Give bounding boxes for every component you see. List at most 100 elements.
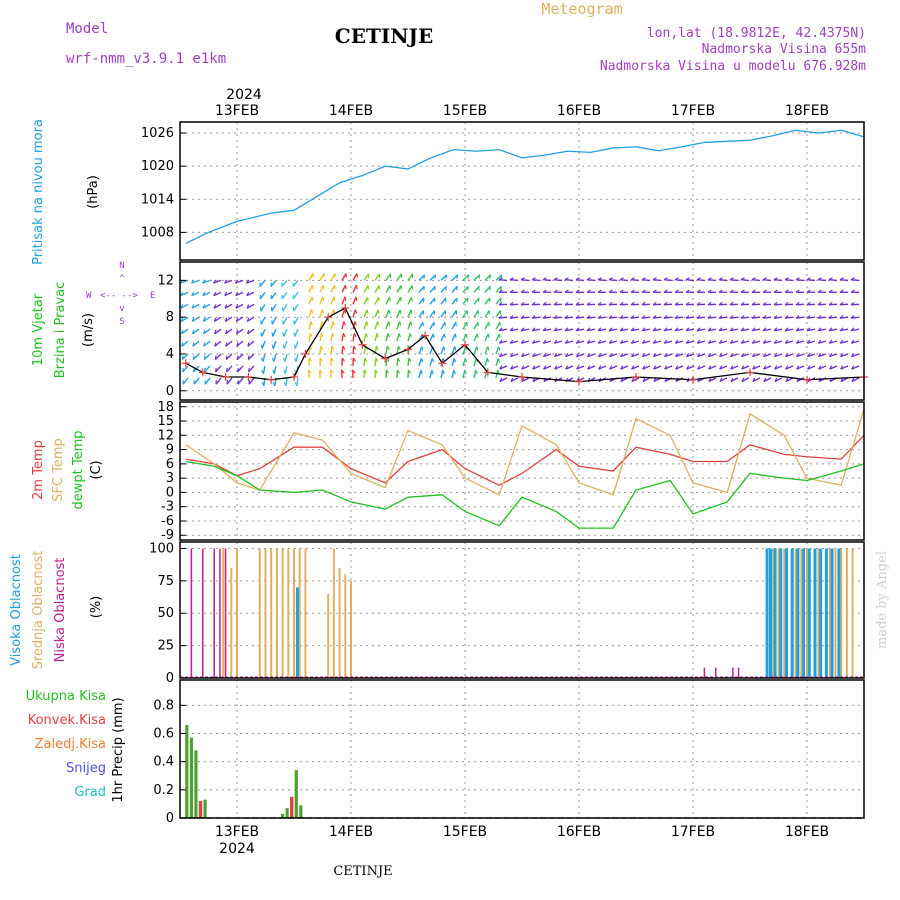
top-date-label: 17FEB <box>671 103 715 119</box>
ytick-label: 4 <box>166 347 174 362</box>
credit-text: made by Angel <box>875 551 890 649</box>
pressure-ylabel: Pritisak na nivou mora <box>31 119 46 265</box>
bottom-date-label: 17FEB <box>671 824 715 840</box>
frame-layer: 100810141020102604812-9-6-30369121518025… <box>141 121 865 826</box>
temp-line-2 <box>185 460 865 529</box>
ytick-label: 75 <box>157 574 174 589</box>
ytick-label: 6 <box>166 457 174 472</box>
ytick-label: 0.6 <box>153 727 174 742</box>
temp-sfc-label: SFC Temp <box>51 438 66 502</box>
bottom-date-label: 16FEB <box>557 824 601 840</box>
temp-unit: (C) <box>89 460 104 479</box>
bottom-date-labels: 13FEB 14FEB 15FEB 16FEB 17FEB 18FEB <box>215 824 829 840</box>
footer-station: CETINJE <box>333 864 392 879</box>
ytick-label: -6 <box>161 514 174 529</box>
panel-frame-clouds <box>179 541 865 679</box>
top-date-labels: 13FEB 14FEB 15FEB 16FEB 17FEB 18FEB <box>215 103 829 119</box>
precip-bar <box>185 725 189 818</box>
compass-w: W <box>86 291 92 301</box>
ytick-label: 18 <box>157 400 174 415</box>
ytick-label: 0 <box>166 811 174 826</box>
ytick-label: -9 <box>161 528 174 543</box>
wind-labels: 10m Vjetar Brzina i Pravac (m/s) N ^ W <… <box>31 261 155 378</box>
ytick-label: 25 <box>157 639 174 654</box>
cloud-labels: Visoka Oblacnost Srednja Oblacnost Niska… <box>9 551 104 670</box>
precip-labels: Ukupna Kisa Konvek.Kisa Zaledj.Kisa Snij… <box>26 689 126 803</box>
compass-icon: N ^ W <-- --> E v S <box>86 261 155 327</box>
precip-bar <box>294 770 298 818</box>
ytick-label: 50 <box>157 606 174 621</box>
bottom-date-label: 15FEB <box>443 824 487 840</box>
precip-bar <box>285 808 289 818</box>
pressure-unit: (hPa) <box>86 175 101 209</box>
ytick-label: 1026 <box>141 126 174 141</box>
cloud-mid-label: Srednja Oblacnost <box>31 551 46 670</box>
ytick-label: 0.8 <box>153 698 174 713</box>
panel-frame-wind <box>179 261 865 401</box>
wind-unit: (m/s) <box>81 313 96 347</box>
precip-bar <box>281 813 285 818</box>
top-date-label: 18FEB <box>785 103 829 119</box>
cloud-high-label: Visoka Oblacnost <box>9 554 24 666</box>
top-year-label: 2024 <box>226 87 262 103</box>
top-date-label: 16FEB <box>557 103 601 119</box>
precip-bar <box>189 737 193 818</box>
model-label: Model <box>66 21 108 37</box>
ytick-label: 12 <box>157 428 174 443</box>
ytick-label: -3 <box>161 500 174 515</box>
cloud-low-label: Niska Oblacnost <box>53 558 68 663</box>
ytick-label: 0 <box>166 384 174 399</box>
compass-e: E <box>150 291 155 301</box>
temp-2m-label: 2m Temp <box>31 440 46 500</box>
ytick-label: 0.4 <box>153 755 174 770</box>
wind-ylabel: 10m Vjetar <box>31 293 46 366</box>
legend-grad: Grad <box>74 785 106 800</box>
wind-arrows-layer <box>179 273 860 387</box>
ytick-label: 9 <box>166 443 174 458</box>
precip-bar <box>194 750 198 818</box>
temp-line-1 <box>185 408 865 496</box>
panel-frame-precip <box>179 679 865 819</box>
ytick-label: 0 <box>166 671 174 686</box>
model-name: wrf-nmm_v3.9.1 e1km <box>66 51 226 67</box>
model-elevation-text: Nadmorska Visina u modelu 676.928m <box>600 59 866 74</box>
elevation-text: Nadmorska Visina 655m <box>702 42 867 57</box>
precip-bar <box>290 796 294 818</box>
ytick-label: 100 <box>149 541 174 556</box>
panel-frame-pressure <box>179 121 865 261</box>
ytick-label: 0 <box>166 485 174 500</box>
ytick-label: 0.2 <box>153 783 174 798</box>
meteogram-title: Meteogram <box>541 0 622 18</box>
precip-ylabel: 1hr Precip (mm) <box>111 697 126 802</box>
cloud-unit: (%) <box>89 596 104 619</box>
wind-speed-line <box>185 307 865 383</box>
panel-frame-temperature <box>179 401 865 541</box>
temp-dewpt-label: dewpt Temp <box>71 430 86 509</box>
ytick-label: 1014 <box>141 192 174 207</box>
svg-text:^: ^ <box>119 274 125 284</box>
precip-bar <box>299 805 303 818</box>
bottom-date-label: 18FEB <box>785 824 829 840</box>
pressure-line <box>185 129 865 245</box>
svg-text:v: v <box>119 304 124 314</box>
bottom-year-label: 2024 <box>219 841 255 857</box>
legend-ukupna: Ukupna Kisa <box>26 689 106 704</box>
bottom-date-label: 14FEB <box>329 824 373 840</box>
temperature-labels: 2m Temp SFC Temp dewpt Temp (C) <box>31 430 104 509</box>
ytick-label: 15 <box>157 414 174 429</box>
wind-ylabel2: Brzina i Pravac <box>53 282 68 379</box>
legend-snijeg: Snijeg <box>66 761 106 776</box>
precip-bar <box>203 799 207 818</box>
compass-s: S <box>119 317 124 327</box>
station-title: CETINJE <box>335 24 433 48</box>
ytick-label: 1020 <box>141 159 174 174</box>
ytick-label: 3 <box>166 471 174 486</box>
top-date-label: 13FEB <box>215 103 259 119</box>
ytick-label: 12 <box>157 273 174 288</box>
precip-bar <box>198 801 203 818</box>
ytick-label: 1008 <box>141 225 174 240</box>
lonlat-text: lon,lat (18.9812E, 42.4375N) <box>647 26 866 41</box>
marks-layer <box>180 129 868 819</box>
bottom-date-label: 13FEB <box>215 824 259 840</box>
